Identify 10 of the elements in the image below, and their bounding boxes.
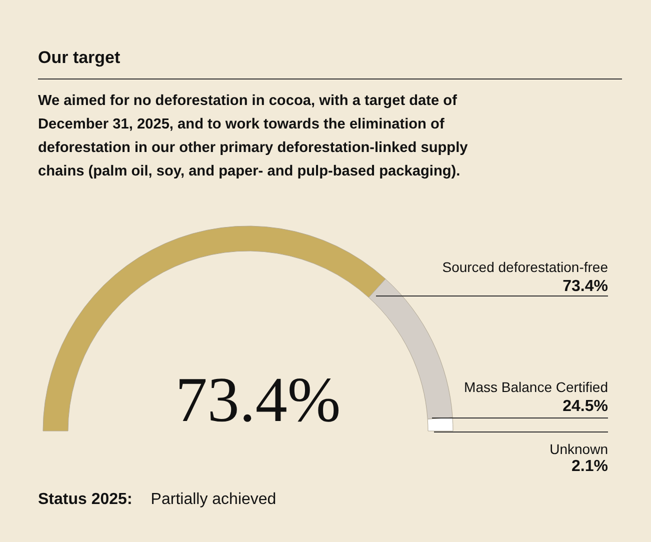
data-label: 2.1% [572,458,608,475]
data-label: 24.5% [562,398,608,415]
chart-title: Our target [38,48,121,67]
text: Status 2025: Partially achieved [38,491,276,508]
slice-label: Mass Balance Certified [464,379,608,395]
data-label: 73.4% [562,278,608,295]
chart-subtitle: We aimed for no deforestation in cocoa, with a target date of December 31, 2025, and to work towards the elimination of deforestation in our other primary deforestation-linked supply chains (palm oil, soy, and paper- and pulp-based packaging). [38,93,469,180]
slice-label: Sourced deforestation-free [442,259,608,275]
text: 73.4% [175,364,341,435]
slice-label: Unknown [550,441,608,457]
